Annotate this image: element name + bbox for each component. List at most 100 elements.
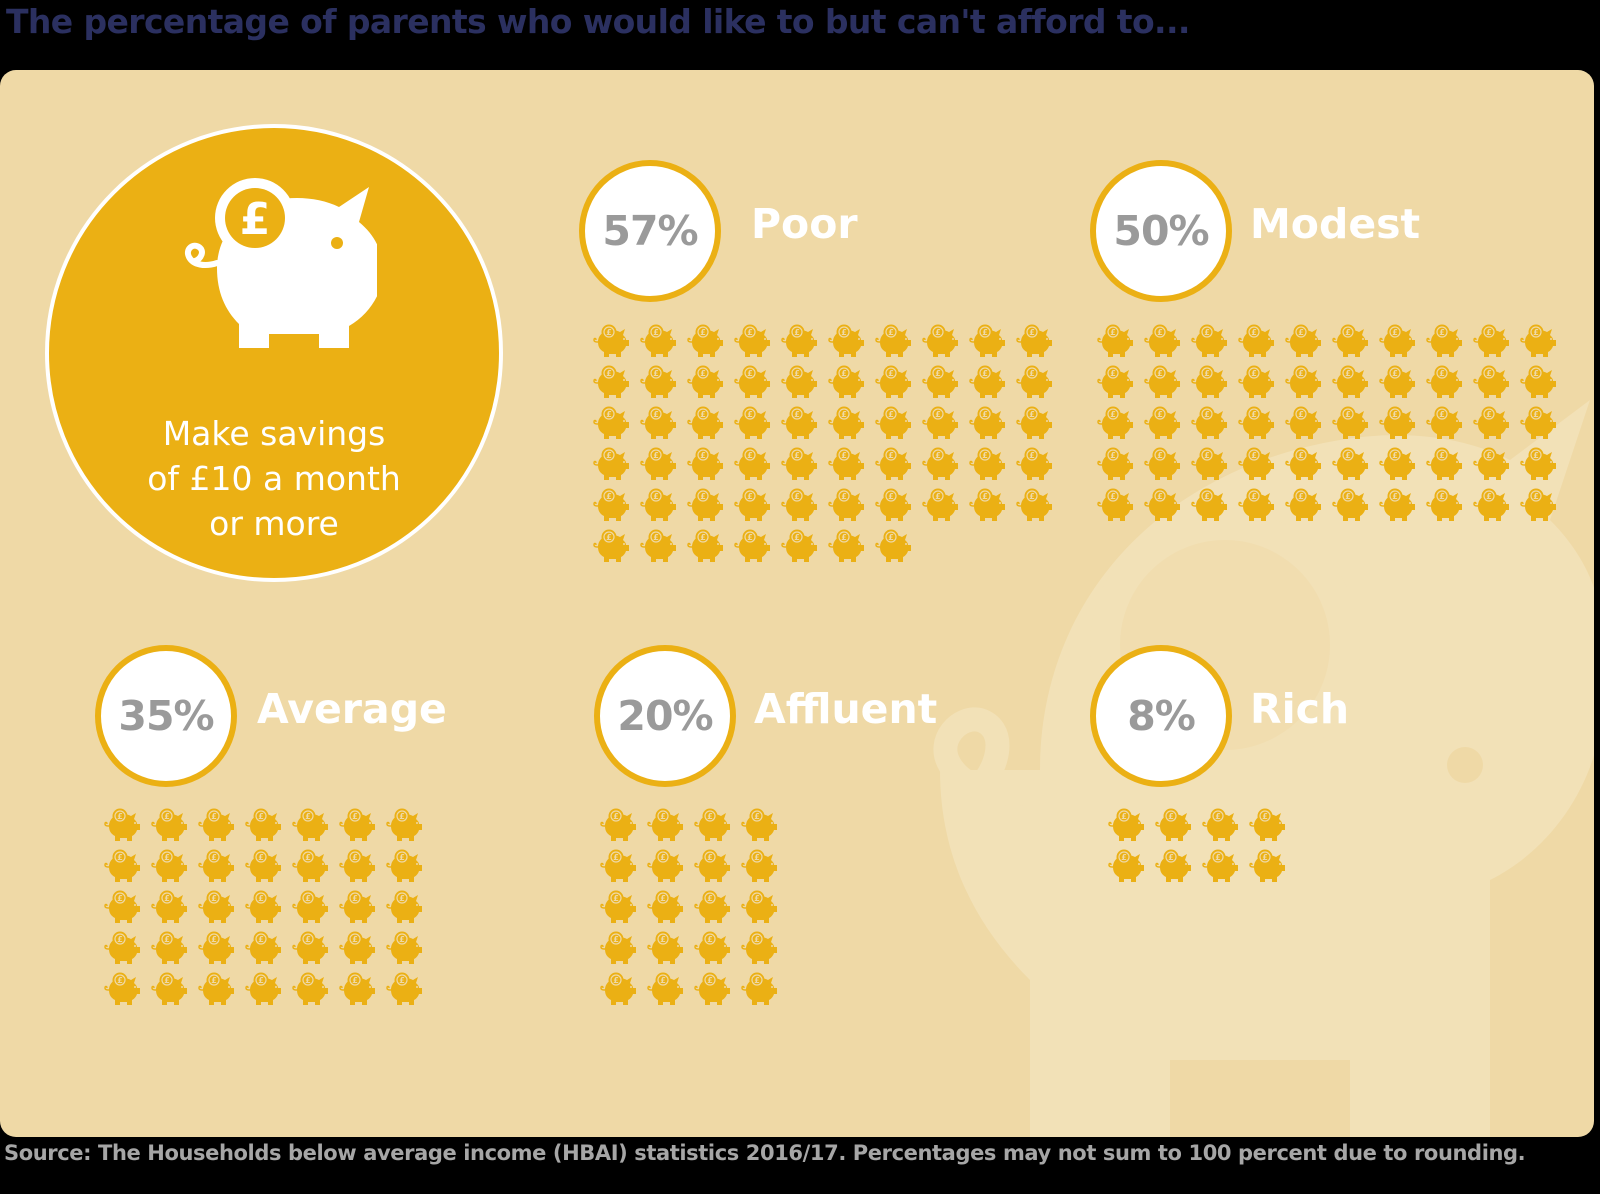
piggy-bank-icon [194,806,238,844]
piggy-bank-icon [636,322,680,360]
piggy-bank-icon [965,363,1009,401]
hero-circle: £ Make savings of £10 a month or more [45,124,503,582]
piggy-bank-icon [335,929,379,967]
piggy-bank-icon [690,888,734,926]
piggy-bank-icon [100,888,144,926]
piggy-bank-icon [596,806,640,844]
piggy-bank-icon [683,486,727,524]
piggy-bank-icon [1140,363,1184,401]
piggy-bank-icon [871,486,915,524]
piggy-bank-icon [288,970,332,1008]
hero-caption-line: of £10 a month [147,459,401,498]
piggy-bank-icon [777,404,821,442]
piggy-bank-icon [777,363,821,401]
piggy-bank-icon [1469,445,1513,483]
piggy-bank-icon [1234,322,1278,360]
piggy-bank-icon [147,806,191,844]
piggy-bank-icon [1422,486,1466,524]
piggy-bank-icon [1281,445,1325,483]
piggy-bank-icon [824,445,868,483]
piggy-bank-icon [100,970,144,1008]
piggy-bank-icon [1422,445,1466,483]
piggy-bank-icon [1516,486,1560,524]
piggy-bank-icon [382,806,426,844]
piggy-bank-icon [730,527,774,565]
hero-caption-line: Make savings [162,414,386,453]
group-label: Modest [1250,200,1421,248]
piggy-bank-icon [1375,363,1419,401]
piggy-bank-icon [1198,806,1242,844]
piggy-bank-icon [147,888,191,926]
piggy-bank-icon [100,847,144,885]
piggy-bank-icon [1151,847,1195,885]
piggy-bank-icon [335,970,379,1008]
piggy-bank-icon [288,929,332,967]
piggy-bank-icon [589,445,633,483]
piggy-bank-icon [241,929,285,967]
icon-grid-rich [1104,806,1292,888]
piggy-bank-icon [1245,847,1289,885]
percent-badge: 57% [579,160,721,302]
piggy-bank-icon [730,363,774,401]
piggy-bank-icon [965,404,1009,442]
piggy-bank-icon [1516,322,1560,360]
percent-badge: 20% [594,645,736,787]
piggy-bank-icon [147,847,191,885]
piggy-bank-icon [777,486,821,524]
piggy-bank-icon [737,888,781,926]
piggy-bank-icon [643,806,687,844]
percent-value: 20% [617,692,713,740]
piggy-bank-icon [1328,486,1372,524]
piggy-bank-icon [1422,363,1466,401]
piggy-bank-icon [918,486,962,524]
piggy-bank-icon [100,806,144,844]
piggy-bank-icon [636,404,680,442]
group-label: Average [257,685,447,733]
piggy-bank-icon [690,970,734,1008]
piggy-bank-icon [918,363,962,401]
piggy-bank-icon [636,486,680,524]
piggy-bank-icon [730,445,774,483]
source-footnote: Source: The Households below average inc… [4,1141,1526,1165]
piggy-bank-icon [241,806,285,844]
piggy-bank-icon [730,486,774,524]
icon-grid-poor [589,322,1059,568]
percent-value: 8% [1127,692,1196,740]
piggy-bank-icon [690,847,734,885]
piggy-bank-icon [824,527,868,565]
piggy-bank-icon [643,888,687,926]
percent-value: 57% [602,207,698,255]
piggy-bank-icon [1234,486,1278,524]
percent-badge: 50% [1090,160,1232,302]
piggy-bank-icon [690,929,734,967]
piggy-bank-icon [1187,404,1231,442]
piggy-bank-icon [636,363,680,401]
piggy-bank-icon [241,970,285,1008]
piggy-bank-icon [777,322,821,360]
piggy-bank-icon [824,486,868,524]
piggy-bank-icon [1516,363,1560,401]
percent-value: 35% [118,692,214,740]
piggy-bank-icon [194,847,238,885]
piggy-bank-icon [194,888,238,926]
piggy-bank-icon [690,806,734,844]
piggy-bank-icon [1187,486,1231,524]
piggy-bank-icon [1012,486,1056,524]
piggy-bank-icon [737,929,781,967]
piggy-bank-icon [1469,322,1513,360]
piggy-bank-icon [965,322,1009,360]
piggy-bank-icon [737,847,781,885]
piggy-bank-icon [737,806,781,844]
icon-grid-modest [1093,322,1563,527]
piggy-bank-icon [596,970,640,1008]
piggy-bank-icon [1140,486,1184,524]
piggy-bank-icon [1375,445,1419,483]
piggy-bank-icon [589,363,633,401]
piggy-bank-icon [1234,363,1278,401]
piggy-bank-icon [1093,404,1137,442]
piggy-bank-icon [777,445,821,483]
piggy-bank-icon [382,888,426,926]
piggy-bank-icon [1140,445,1184,483]
piggy-bank-icon [194,970,238,1008]
piggy-bank-icon [382,970,426,1008]
